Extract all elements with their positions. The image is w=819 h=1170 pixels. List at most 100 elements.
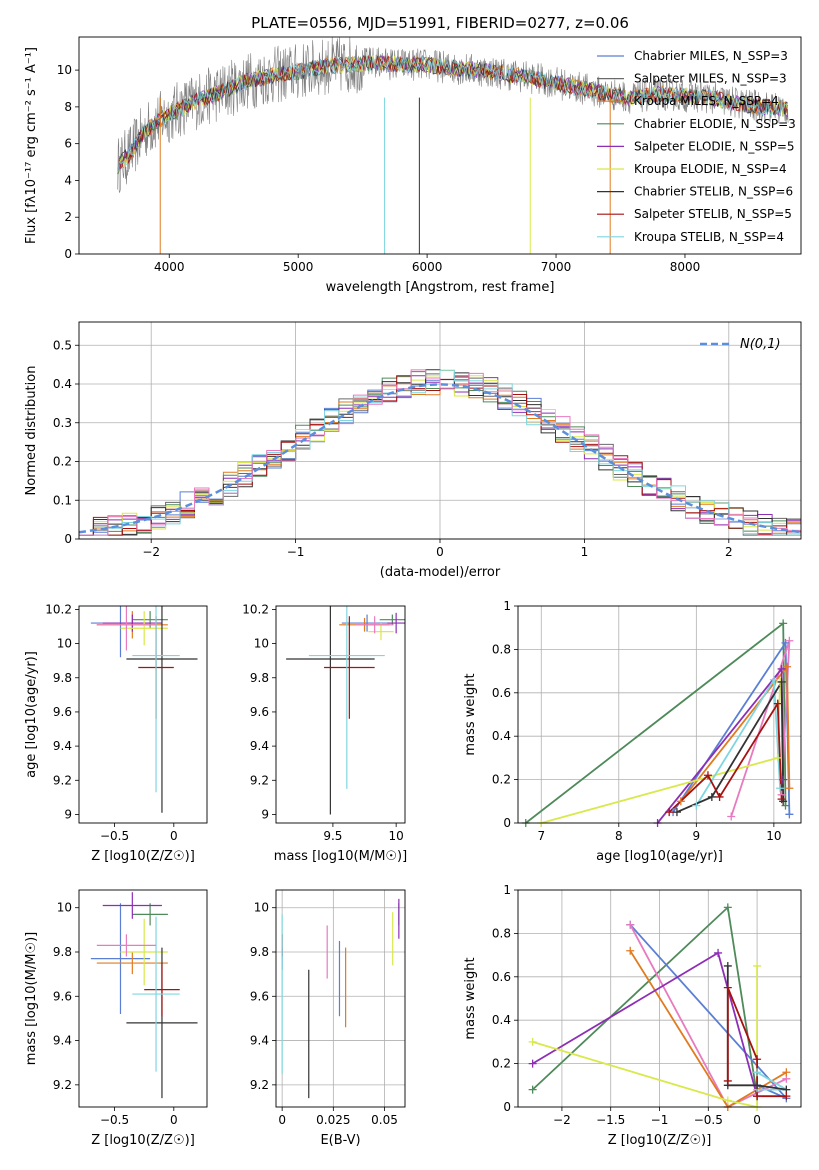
y-tick-label: 9.6 (53, 705, 72, 719)
x-tick-label: 0 (278, 1113, 286, 1127)
plus-marker (783, 662, 792, 671)
plus-marker (773, 699, 782, 708)
age-vs-z-panel: −0.5 0 9 9.2 9.4 9.6 9.8 10 10.2 Z [log10(Z/Z☉)] a… (24, 602, 208, 864)
x-tick-label: 9.5 (323, 829, 342, 843)
weight-series-line (531, 905, 758, 1097)
weight-series-line (680, 664, 791, 802)
weight-vs-z-panel: −2 −1.5 −1 −0.5 0 0 0.2 0.4 0.6 0.8 1 Z [log10(Z/Z☉… (463, 883, 802, 1148)
x-tick-label: 0 (170, 829, 178, 843)
x-tick-label: 1 (581, 545, 589, 559)
y-tick-label: 0.1 (53, 493, 72, 507)
legend-label: Kroupa MILES, N_SSP=4 (634, 94, 779, 108)
legend-label: N(0,1) (740, 337, 781, 352)
plus-marker (727, 812, 736, 821)
x-tick-label: −2 (142, 545, 160, 559)
y-tick-label: 1 (503, 599, 511, 613)
legend-label: Chabrier STELIB, N_SSP=6 (634, 185, 793, 199)
x-tick-label: 0.05 (371, 1113, 398, 1127)
y-tick-label: 10 (254, 901, 269, 915)
axes-frame (78, 605, 208, 824)
y-tick-label: 0.2 (492, 1057, 511, 1071)
plus-marker (782, 1068, 791, 1077)
y-tick-label: 9.4 (250, 739, 269, 753)
y-tick-label: 9.2 (250, 1078, 269, 1092)
weight-vs-age-panel: 7 8 9 10 0 0.2 0.4 0.6 0.8 1 age [log10(age/yr)] ma… (463, 599, 802, 864)
y-tick-label: 9.8 (53, 671, 72, 685)
plus-marker (676, 797, 685, 806)
x-tick-label: 0 (753, 1113, 761, 1127)
x-tick-label: 5000 (283, 260, 314, 274)
plus-marker (753, 1055, 762, 1064)
plus-marker (528, 1085, 537, 1094)
y-tick-label: 0 (64, 247, 72, 261)
y-tick-label: 0.2 (53, 455, 72, 469)
y-tick-label: 0.4 (53, 377, 72, 391)
y-tick-label: 9.8 (53, 945, 72, 959)
x-axis-label: Z [log10(Z/Z☉)] (608, 1133, 712, 1148)
axes-frame (78, 889, 208, 1108)
mass-vs-ebv-panel: 0 0.025 0.05 9.2 9.4 9.6 9.8 10 E(B-V) (250, 889, 406, 1148)
plus-marker (776, 784, 785, 793)
x-tick-label: 0 (436, 545, 444, 559)
plus-marker (785, 810, 794, 819)
x-tick-label: −1.5 (596, 1113, 625, 1127)
x-tick-label: −0.5 (694, 1113, 723, 1127)
plot-area (525, 621, 791, 823)
axes-frame (517, 605, 802, 824)
y-axis-label: mass weight (463, 673, 478, 755)
x-tick-label: 8000 (670, 260, 701, 274)
x-tick-label: 0.025 (316, 1113, 350, 1127)
y-tick-label: 9 (64, 807, 72, 821)
legend-label: Salpeter STELIB, N_SSP=5 (634, 207, 792, 221)
plus-marker (692, 801, 701, 810)
weight-series-line (656, 666, 785, 823)
y-tick-label: 0.6 (492, 970, 511, 984)
plot-area (79, 369, 801, 536)
legend-label: Chabrier ELODIE, N_SSP=3 (634, 117, 796, 131)
x-axis-label: (data-model)/error (380, 565, 501, 580)
y-tick-label: 2 (64, 210, 72, 224)
normal-curve (79, 383, 801, 534)
legend-label: Salpeter ELODIE, N_SSP=5 (634, 139, 795, 153)
legend: Chabrier MILES, N_SSP=3 Salpeter MILES, N… (597, 49, 796, 244)
y-tick-label: 4 (64, 173, 72, 187)
x-tick-label: −1 (287, 545, 305, 559)
plus-marker (753, 1092, 762, 1101)
plus-marker (528, 1037, 537, 1046)
x-axis-label: age [log10(age/yr)] (596, 849, 723, 864)
y-tick-label: 9.6 (250, 705, 269, 719)
y-tick-label: 0.8 (492, 642, 511, 656)
plus-marker (782, 1092, 791, 1101)
y-tick-label: 6 (64, 137, 72, 151)
mass-vs-z-panel: −0.5 0 9.2 9.4 9.6 9.8 10 Z [log10(Z/Z☉)] mass [… (24, 889, 208, 1148)
y-axis-label: age [log10(age/yr)] (24, 651, 39, 778)
y-tick-label: 9.2 (53, 1078, 72, 1092)
y-tick-label: 9.8 (250, 945, 269, 959)
plus-marker (707, 792, 716, 801)
plus-marker (777, 664, 786, 673)
model-fit-line (117, 55, 788, 175)
axes-frame (78, 321, 802, 540)
x-tick-label: 7000 (541, 260, 572, 274)
weight-series-line (629, 950, 787, 1107)
x-tick-label: −0.5 (100, 829, 129, 843)
y-axis-label: mass [log10(M/M☉)] (24, 932, 39, 1065)
y-tick-label: 9.2 (53, 773, 72, 787)
plus-marker (626, 946, 635, 955)
plus-marker (715, 792, 724, 801)
x-tick-label: 2 (725, 545, 733, 559)
x-tick-label: 4000 (154, 260, 185, 274)
x-tick-label: −2 (553, 1113, 571, 1127)
plus-marker (777, 677, 786, 686)
plus-marker (773, 753, 782, 762)
legend-label: Kroupa STELIB, N_SSP=4 (634, 230, 784, 244)
age-vs-mass-panel: 9.5 10 9 9.2 9.4 9.6 9.8 10 10.2 mass [log10(M/M☉… (242, 602, 407, 864)
plus-marker (769, 675, 778, 684)
plus-marker (785, 784, 794, 793)
weight-series-line (695, 676, 781, 807)
plus-marker (723, 1096, 732, 1105)
plus-marker (753, 961, 762, 970)
y-tick-label: 10 (57, 63, 72, 77)
y-tick-label: 1 (503, 883, 511, 897)
x-tick-label: −1 (651, 1113, 669, 1127)
